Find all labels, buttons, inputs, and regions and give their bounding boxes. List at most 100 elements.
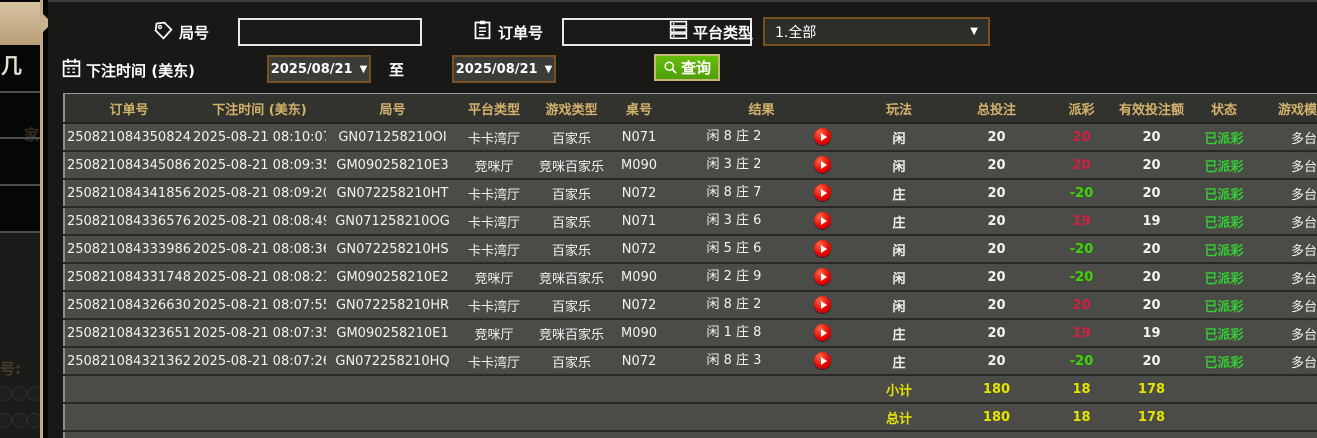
cell-valid_bet: 20 (1109, 291, 1194, 320)
play-icon[interactable] (814, 156, 831, 173)
table-row[interactable]: 250821084345086 2025-08-21 08:09:35 GM0902… (64, 151, 1317, 180)
cell-round_no: GM090258210E2 (326, 263, 459, 292)
cell-table_no: N072 (614, 179, 664, 208)
cell-status: 已派彩 (1194, 347, 1254, 376)
date-to-picker[interactable]: 2025/08/21 ▼ (452, 55, 556, 83)
chevron-down-icon: ▼ (359, 63, 368, 75)
cell-game_mode: 多台 (1254, 235, 1317, 264)
sidebar-watermark-text: 号: (0, 360, 21, 378)
cell-result: 闲 8 庄 3 (664, 347, 859, 376)
cell-payout: -20 (1054, 235, 1109, 264)
play-icon[interactable] (814, 324, 831, 341)
summary-cell-total_bet: 180 (939, 403, 1054, 432)
sidebar-item-partial[interactable]: 几 (1, 54, 22, 78)
bet-time-label: 下注时间 (美东) (86, 62, 195, 80)
sidebar: 家 号: 几 (0, 0, 52, 438)
cell-platform: 卡卡湾厅 (459, 235, 529, 264)
cell-game_type: 百家乐 (529, 179, 614, 208)
cell-bet_on: 闲 (859, 151, 939, 180)
play-icon[interactable] (814, 296, 831, 313)
summary-row: 总计 180 18 178 (64, 403, 1317, 432)
date-from-picker[interactable]: 2025/08/21 ▼ (267, 55, 371, 83)
platform-type-select[interactable]: 1.全部 ▼ (763, 17, 990, 46)
cell-round_no: GN071258210OI (326, 123, 459, 152)
cell-game_type: 百家乐 (529, 207, 614, 236)
cell-table_no: N072 (614, 291, 664, 320)
cell-game_type: 百家乐 (529, 123, 614, 152)
cell-game_type: 竞咪百家乐 (529, 151, 614, 180)
cell-table_no: N072 (614, 235, 664, 264)
summary-cell-status (1194, 375, 1254, 404)
cell-table_no: N072 (614, 347, 664, 376)
result-text: 闲 5 庄 6 (706, 241, 762, 256)
cell-game_type: 百家乐 (529, 235, 614, 264)
cell-game_mode: 多台 (1254, 179, 1317, 208)
cell-platform: 卡卡湾厅 (459, 291, 529, 320)
table-row[interactable]: 250821084323651 2025-08-21 08:07:35 GM0902… (64, 319, 1317, 348)
cell-valid_bet: 20 (1109, 235, 1194, 264)
sidebar-separator (0, 231, 40, 233)
summary-cell-bet_time (193, 403, 326, 432)
play-triangle (820, 356, 827, 365)
empty-row (64, 431, 1317, 438)
cell-bet_time: 2025-08-21 08:10:07 (193, 123, 326, 152)
summary-cell-order_no (64, 403, 193, 432)
sidebar-active-tab[interactable] (0, 2, 40, 45)
result-text: 闲 8 庄 7 (706, 185, 762, 200)
cell-total_bet: 20 (939, 151, 1054, 180)
play-icon[interactable] (814, 268, 831, 285)
cell-payout: -20 (1054, 263, 1109, 292)
result-text: 闲 3 庄 6 (706, 213, 762, 228)
sidebar-separator (0, 91, 40, 93)
cell-round_no: GN072258210HQ (326, 347, 459, 376)
table-row[interactable]: 250821084331748 2025-08-21 08:08:21 GM0902… (64, 263, 1317, 292)
cell-bet_time: 2025-08-21 08:09:20 (193, 179, 326, 208)
sidebar-active-arrow-icon (41, 12, 52, 34)
query-button[interactable]: 查询 (654, 54, 720, 81)
order-no-input[interactable] (562, 18, 752, 46)
col-header-table_no: 桌号 (614, 93, 664, 124)
table-row[interactable]: 250821084350824 2025-08-21 08:10:07 GN0712… (64, 123, 1317, 152)
table-row[interactable]: 250821084336576 2025-08-21 08:08:49 GN0712… (64, 207, 1317, 236)
cell-status: 已派彩 (1194, 319, 1254, 348)
play-icon[interactable] (814, 240, 831, 257)
cell-bet_on: 庄 (859, 179, 939, 208)
cell-game_mode: 多台 (1254, 207, 1317, 236)
cell-bet_on: 闲 (859, 263, 939, 292)
platform-stack-icon (669, 20, 688, 40)
play-icon[interactable] (814, 128, 831, 145)
summary-cell-platform (459, 403, 529, 432)
date-to-value: 2025/08/21 (455, 61, 538, 77)
result-text: 闲 2 庄 9 (706, 269, 762, 284)
table-row[interactable]: 250821084341856 2025-08-21 08:09:20 GN0722… (64, 179, 1317, 208)
play-icon[interactable] (814, 352, 831, 369)
cell-valid_bet: 20 (1109, 151, 1194, 180)
cell-status: 已派彩 (1194, 123, 1254, 152)
cell-payout: 19 (1054, 319, 1109, 348)
cell-order_no: 250821084336576 (64, 207, 193, 236)
cell-round_no: GM090258210E3 (326, 151, 459, 180)
cell-game_type: 竞咪百家乐 (529, 319, 614, 348)
play-icon[interactable] (814, 212, 831, 229)
table-header-row: 订单号 下注时间 (美东) 局号 平台类型 游戏类型 桌号 结果 玩法 总投注 派彩 有效投注额 状态… (64, 93, 1317, 124)
summary-cell-payout: 18 (1054, 375, 1109, 404)
cell-bet_time: 2025-08-21 08:08:49 (193, 207, 326, 236)
cell-status: 已派彩 (1194, 151, 1254, 180)
cell-total_bet: 20 (939, 263, 1054, 292)
cell-valid_bet: 19 (1109, 207, 1194, 236)
col-header-game_type: 游戏类型 (529, 93, 614, 124)
summary-cell-bet_on: 总计 (859, 403, 939, 432)
watermark-chip-icon (0, 386, 12, 401)
cell-valid_bet: 19 (1109, 319, 1194, 348)
cell-game_mode: 多台 (1254, 347, 1317, 376)
table-row[interactable]: 250821084321362 2025-08-21 08:07:26 GN0722… (64, 347, 1317, 376)
cell-total_bet: 20 (939, 319, 1054, 348)
table-row[interactable]: 250821084333986 2025-08-21 08:08:36 GN0722… (64, 235, 1317, 264)
summary-cell-table_no (614, 403, 664, 432)
round-no-input[interactable] (238, 18, 422, 46)
cell-total_bet: 20 (939, 235, 1054, 264)
platform-type-label: 平台类型 (693, 24, 754, 42)
table-row[interactable]: 250821084326630 2025-08-21 08:07:55 GN0722… (64, 291, 1317, 320)
play-icon[interactable] (814, 184, 831, 201)
cell-result: 闲 8 庄 7 (664, 179, 859, 208)
